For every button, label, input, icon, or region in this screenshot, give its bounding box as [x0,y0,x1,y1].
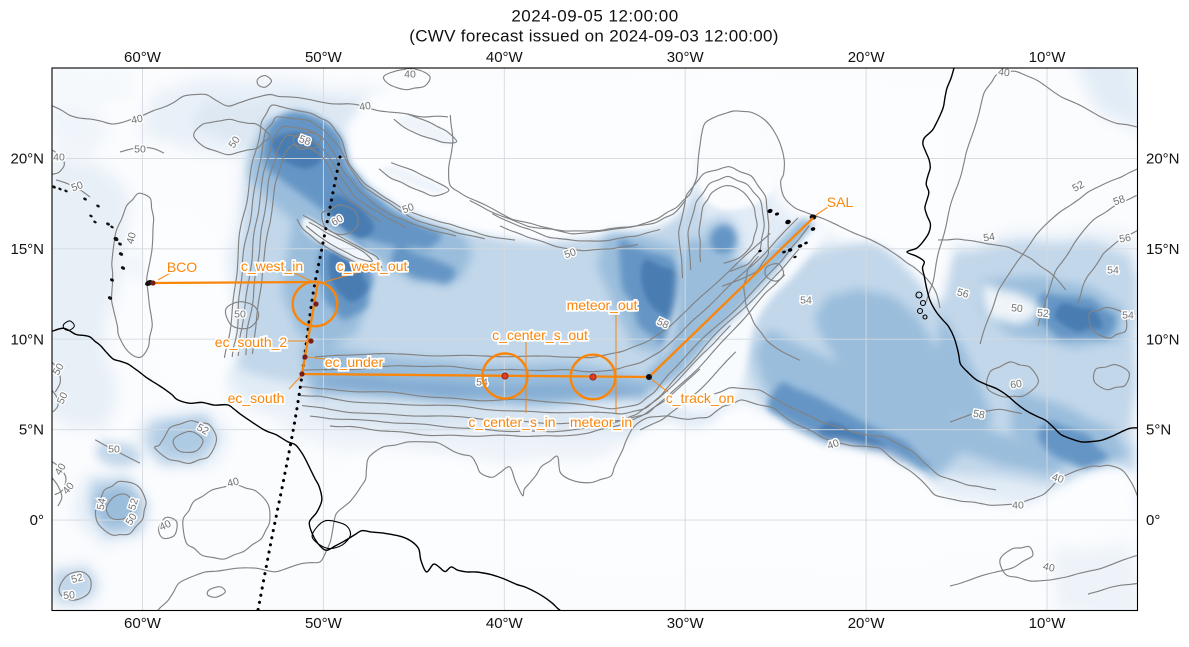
svg-text:56: 56 [956,286,971,301]
svg-text:54: 54 [1107,265,1119,277]
svg-text:20°W: 20°W [848,49,886,66]
svg-text:30°W: 30°W [667,49,705,66]
svg-text:54: 54 [982,231,995,245]
svg-text:15°N: 15°N [1146,241,1180,258]
svg-text:c_track_on: c_track_on [666,390,734,406]
svg-text:15°N: 15°N [10,241,44,258]
svg-text:50: 50 [563,246,578,261]
svg-text:40°W: 40°W [486,49,524,66]
svg-text:0°: 0° [30,512,44,529]
svg-text:50°W: 50°W [305,49,343,66]
svg-text:58: 58 [972,408,986,422]
svg-text:40: 40 [124,231,139,246]
svg-text:20°N: 20°N [10,150,44,167]
svg-text:40: 40 [1042,561,1056,575]
svg-text:40: 40 [130,113,144,127]
svg-text:50: 50 [108,444,120,456]
svg-text:20°N: 20°N [1146,150,1180,167]
svg-text:5°N: 5°N [19,422,44,439]
svg-text:c_west_out: c_west_out [337,258,408,274]
svg-text:(CWV forecast issued on 2024-0: (CWV forecast issued on 2024-09-03 12:00… [409,27,778,46]
svg-text:10°N: 10°N [1146,331,1180,348]
svg-text:50: 50 [134,144,146,156]
svg-text:54: 54 [800,295,812,307]
svg-text:40: 40 [404,69,416,81]
svg-text:40: 40 [358,100,371,114]
svg-text:c_center_s_out: c_center_s_out [492,327,588,343]
svg-text:SAL: SAL [827,194,854,210]
svg-text:meteor_out: meteor_out [567,297,638,313]
svg-text:40: 40 [53,152,65,164]
svg-text:2024-09-05 12:00:00: 2024-09-05 12:00:00 [511,7,678,26]
svg-text:10°N: 10°N [10,331,44,348]
svg-text:c_center_s_in: c_center_s_in [468,414,555,430]
svg-text:54: 54 [1122,310,1134,322]
svg-text:50: 50 [63,589,76,602]
svg-text:10°W: 10°W [1029,615,1067,632]
svg-text:50°W: 50°W [305,615,343,632]
svg-text:ec_under: ec_under [325,354,384,370]
svg-text:40°W: 40°W [486,615,524,632]
svg-text:40: 40 [1012,500,1024,512]
svg-text:30°W: 30°W [667,615,705,632]
svg-text:60°W: 60°W [124,615,162,632]
svg-text:ec_south_2: ec_south_2 [215,334,288,350]
svg-text:60: 60 [1009,378,1022,392]
svg-text:40: 40 [997,66,1010,80]
svg-text:20°W: 20°W [848,615,886,632]
svg-text:52: 52 [126,497,141,512]
svg-text:40: 40 [1050,471,1065,486]
svg-text:50: 50 [234,309,246,321]
svg-text:c_west_in: c_west_in [241,258,303,274]
svg-text:52: 52 [70,571,85,586]
svg-text:meteor_in: meteor_in [570,414,632,430]
svg-text:40: 40 [226,475,241,490]
svg-text:5°N: 5°N [1146,422,1171,439]
svg-text:54: 54 [95,497,109,511]
svg-text:0°: 0° [1146,512,1160,529]
svg-text:56: 56 [1118,232,1132,246]
svg-text:BCO: BCO [167,259,197,275]
svg-text:52: 52 [1037,307,1050,320]
svg-text:50: 50 [1011,302,1024,315]
svg-text:ec_south: ec_south [228,390,285,406]
svg-text:10°W: 10°W [1029,49,1067,66]
svg-text:60°W: 60°W [124,49,162,66]
